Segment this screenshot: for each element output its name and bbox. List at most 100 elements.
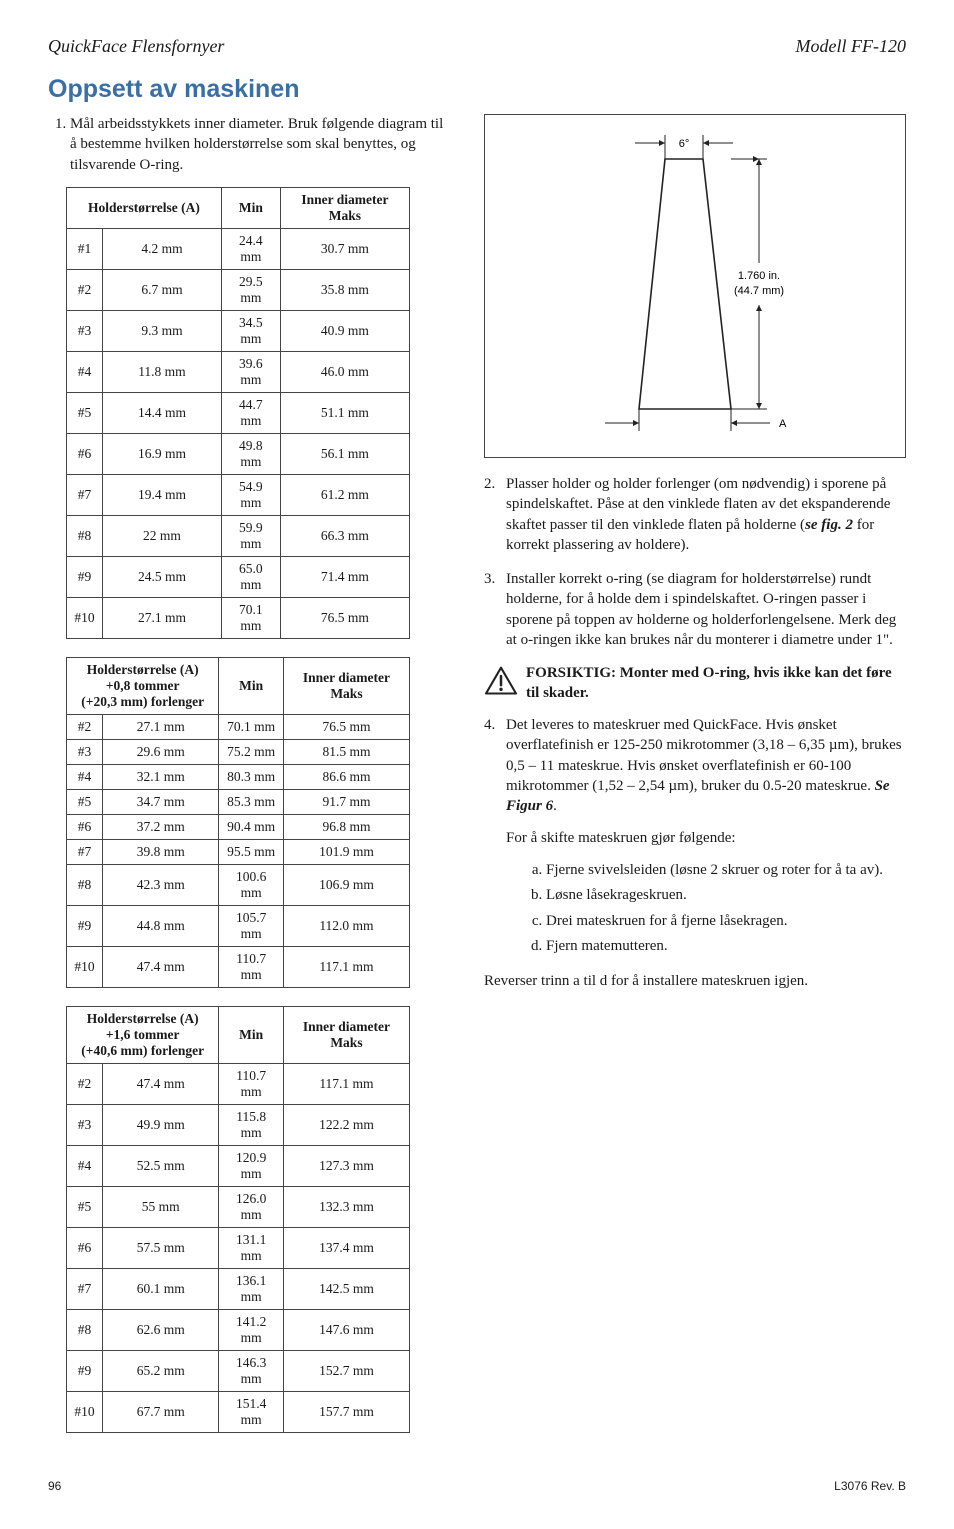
table-row: #555 mm126.0 mm132.3 mm	[67, 1186, 410, 1227]
table-cell: 16.9 mm	[103, 433, 222, 474]
table-cell: 39.8 mm	[103, 839, 219, 864]
th-min2: Min	[219, 657, 284, 714]
table-cell: 30.7 mm	[280, 228, 409, 269]
step-1: Mål arbeidsstykkets inner diameter. Bruk…	[70, 114, 448, 175]
table-cell: #2	[67, 269, 103, 310]
table-row: #432.1 mm80.3 mm86.6 mm	[67, 764, 410, 789]
step-3: Installer korrekt o-ring (se diagram for…	[506, 569, 906, 650]
table-row: #227.1 mm70.1 mm76.5 mm	[67, 714, 410, 739]
table-row: #26.7 mm29.5 mm35.8 mm	[67, 269, 410, 310]
table-row: #637.2 mm90.4 mm96.8 mm	[67, 814, 410, 839]
table-cell: 71.4 mm	[280, 556, 409, 597]
table-cell: 96.8 mm	[283, 814, 409, 839]
table-cell: #3	[67, 1104, 103, 1145]
table-row: #14.2 mm24.4 mm30.7 mm	[67, 228, 410, 269]
table-row: #1027.1 mm70.1 mm76.5 mm	[67, 597, 410, 638]
table-row: #842.3 mm100.6 mm106.9 mm	[67, 864, 410, 905]
table-cell: 70.1 mm	[221, 597, 280, 638]
caution-box: FORSIKTIG: Monter med O-ring, hvis ikke …	[484, 664, 906, 703]
table-cell: 40.9 mm	[280, 310, 409, 351]
table-cell: 127.3 mm	[283, 1145, 409, 1186]
th-min: Min	[221, 187, 280, 228]
holder-diagram: 6° 1.760 in. (44.7 mm)	[484, 114, 906, 458]
table-cell: #10	[67, 1391, 103, 1432]
table-cell: 60.1 mm	[103, 1268, 219, 1309]
table-cell: 59.9 mm	[221, 515, 280, 556]
table-cell: #4	[67, 764, 103, 789]
table-cell: 27.1 mm	[103, 597, 222, 638]
table-row: #965.2 mm146.3 mm152.7 mm	[67, 1350, 410, 1391]
table-row: #944.8 mm105.7 mm112.0 mm	[67, 905, 410, 946]
table-cell: 56.1 mm	[280, 433, 409, 474]
step-2: Plasser holder og holder forlenger (om n…	[506, 474, 906, 555]
dim-mm: (44.7 mm)	[734, 285, 784, 297]
right-column: 6° 1.760 in. (44.7 mm)	[484, 114, 906, 1451]
table-cell: 86.6 mm	[283, 764, 409, 789]
table-row: #534.7 mm85.3 mm91.7 mm	[67, 789, 410, 814]
table-cell: #2	[67, 1063, 103, 1104]
table-row: #247.4 mm110.7 mm117.1 mm	[67, 1063, 410, 1104]
table-cell: 52.5 mm	[103, 1145, 219, 1186]
th-maks: Inner diameter Maks	[280, 187, 409, 228]
table-row: #719.4 mm54.9 mm61.2 mm	[67, 474, 410, 515]
table-cell: 126.0 mm	[219, 1186, 284, 1227]
table-cell: 76.5 mm	[283, 714, 409, 739]
dim-in: 1.760 in.	[738, 270, 780, 282]
table-cell: 81.5 mm	[283, 739, 409, 764]
table-row: #411.8 mm39.6 mm46.0 mm	[67, 351, 410, 392]
table-row: #739.8 mm95.5 mm101.9 mm	[67, 839, 410, 864]
table-cell: 115.8 mm	[219, 1104, 284, 1145]
table-cell: #6	[67, 814, 103, 839]
table-row: #1067.7 mm151.4 mm157.7 mm	[67, 1391, 410, 1432]
table-cell: 65.0 mm	[221, 556, 280, 597]
table-cell: #4	[67, 351, 103, 392]
table-cell: 122.2 mm	[283, 1104, 409, 1145]
table-cell: 80.3 mm	[219, 764, 284, 789]
substep-a: Fjerne svivelsleiden (løsne 2 skruer og …	[546, 861, 906, 881]
substep-c: Drei mateskruen for å fjerne låsekragen.	[546, 912, 906, 932]
a-label: A	[779, 418, 787, 430]
table-cell: #4	[67, 1145, 103, 1186]
table-cell: 24.5 mm	[103, 556, 222, 597]
table-cell: #6	[67, 1227, 103, 1268]
table-row: #514.4 mm44.7 mm51.1 mm	[67, 392, 410, 433]
table-cell: 147.6 mm	[283, 1309, 409, 1350]
revision: L3076 Rev. B	[834, 1479, 906, 1493]
table-cell: #3	[67, 310, 103, 351]
table-cell: 32.1 mm	[103, 764, 219, 789]
table-row: #760.1 mm136.1 mm142.5 mm	[67, 1268, 410, 1309]
th-min3: Min	[219, 1006, 284, 1063]
table-cell: 117.1 mm	[283, 946, 409, 987]
table-cell: #10	[67, 597, 103, 638]
table-cell: 152.7 mm	[283, 1350, 409, 1391]
change-intro: For å skifte mateskruen gjør følgende:	[506, 828, 906, 848]
table-row: #657.5 mm131.1 mm137.4 mm	[67, 1227, 410, 1268]
table-row: #822 mm59.9 mm66.3 mm	[67, 515, 410, 556]
table-cell: #9	[67, 556, 103, 597]
th-maks2: Inner diameter Maks	[283, 657, 409, 714]
table-cell: 95.5 mm	[219, 839, 284, 864]
table-cell: 146.3 mm	[219, 1350, 284, 1391]
table-cell: 39.6 mm	[221, 351, 280, 392]
substep-b: Løsne låsekrageskruen.	[546, 886, 906, 906]
table-cell: 42.3 mm	[103, 864, 219, 905]
page-title: Oppsett av maskinen	[48, 75, 906, 104]
table-cell: 27.1 mm	[103, 714, 219, 739]
table-row: #1047.4 mm110.7 mm117.1 mm	[67, 946, 410, 987]
table-cell: 110.7 mm	[219, 946, 284, 987]
table-cell: 136.1 mm	[219, 1268, 284, 1309]
header-left: QuickFace Flensfornyer	[48, 36, 224, 57]
table-row: #349.9 mm115.8 mm122.2 mm	[67, 1104, 410, 1145]
table-cell: 101.9 mm	[283, 839, 409, 864]
table-cell: 37.2 mm	[103, 814, 219, 839]
caution-text: FORSIKTIG: Monter med O-ring, hvis ikke …	[526, 664, 906, 703]
table-cell: 105.7 mm	[219, 905, 284, 946]
table-row: #39.3 mm34.5 mm40.9 mm	[67, 310, 410, 351]
step-4: Det leveres to mateskruer med QuickFace.…	[506, 715, 906, 957]
table-cell: 11.8 mm	[103, 351, 222, 392]
table-cell: 131.1 mm	[219, 1227, 284, 1268]
table-cell: 57.5 mm	[103, 1227, 219, 1268]
table-1: Holderstørrelse (A) Min Inner diameter M…	[66, 187, 410, 639]
warning-icon	[484, 666, 518, 696]
table-cell: 24.4 mm	[221, 228, 280, 269]
